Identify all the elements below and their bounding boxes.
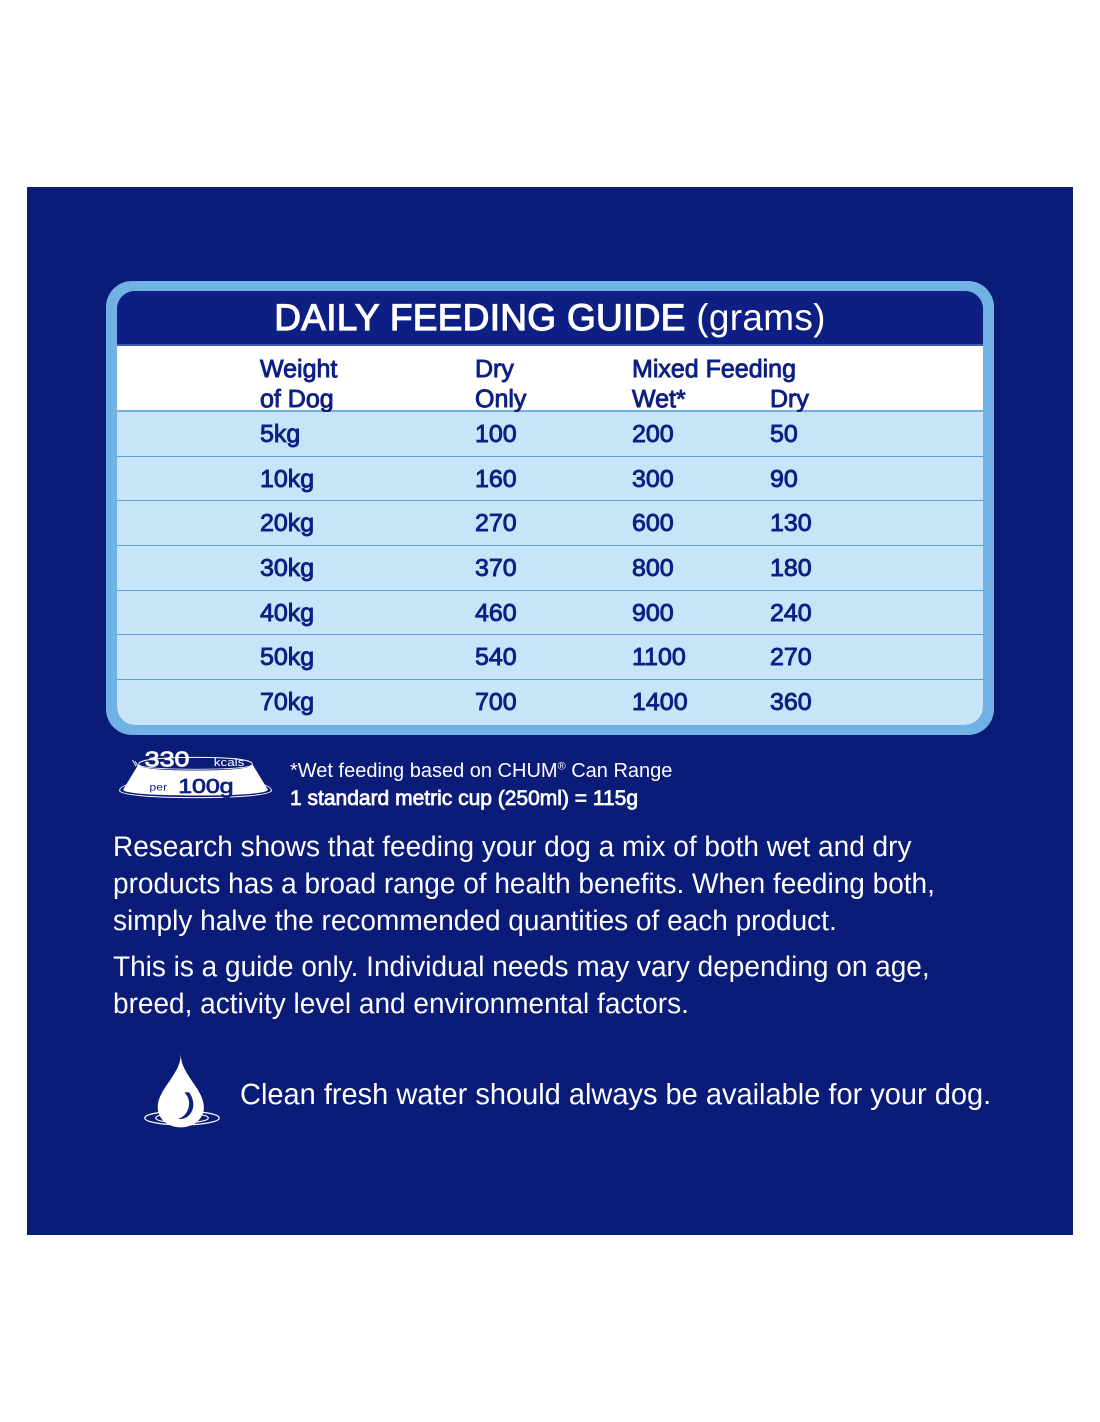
svg-text:kcals: kcals	[214, 756, 245, 769]
svg-text:100g: 100g	[178, 774, 233, 798]
svg-text:330: 330	[145, 748, 190, 772]
svg-text:per: per	[149, 782, 167, 793]
